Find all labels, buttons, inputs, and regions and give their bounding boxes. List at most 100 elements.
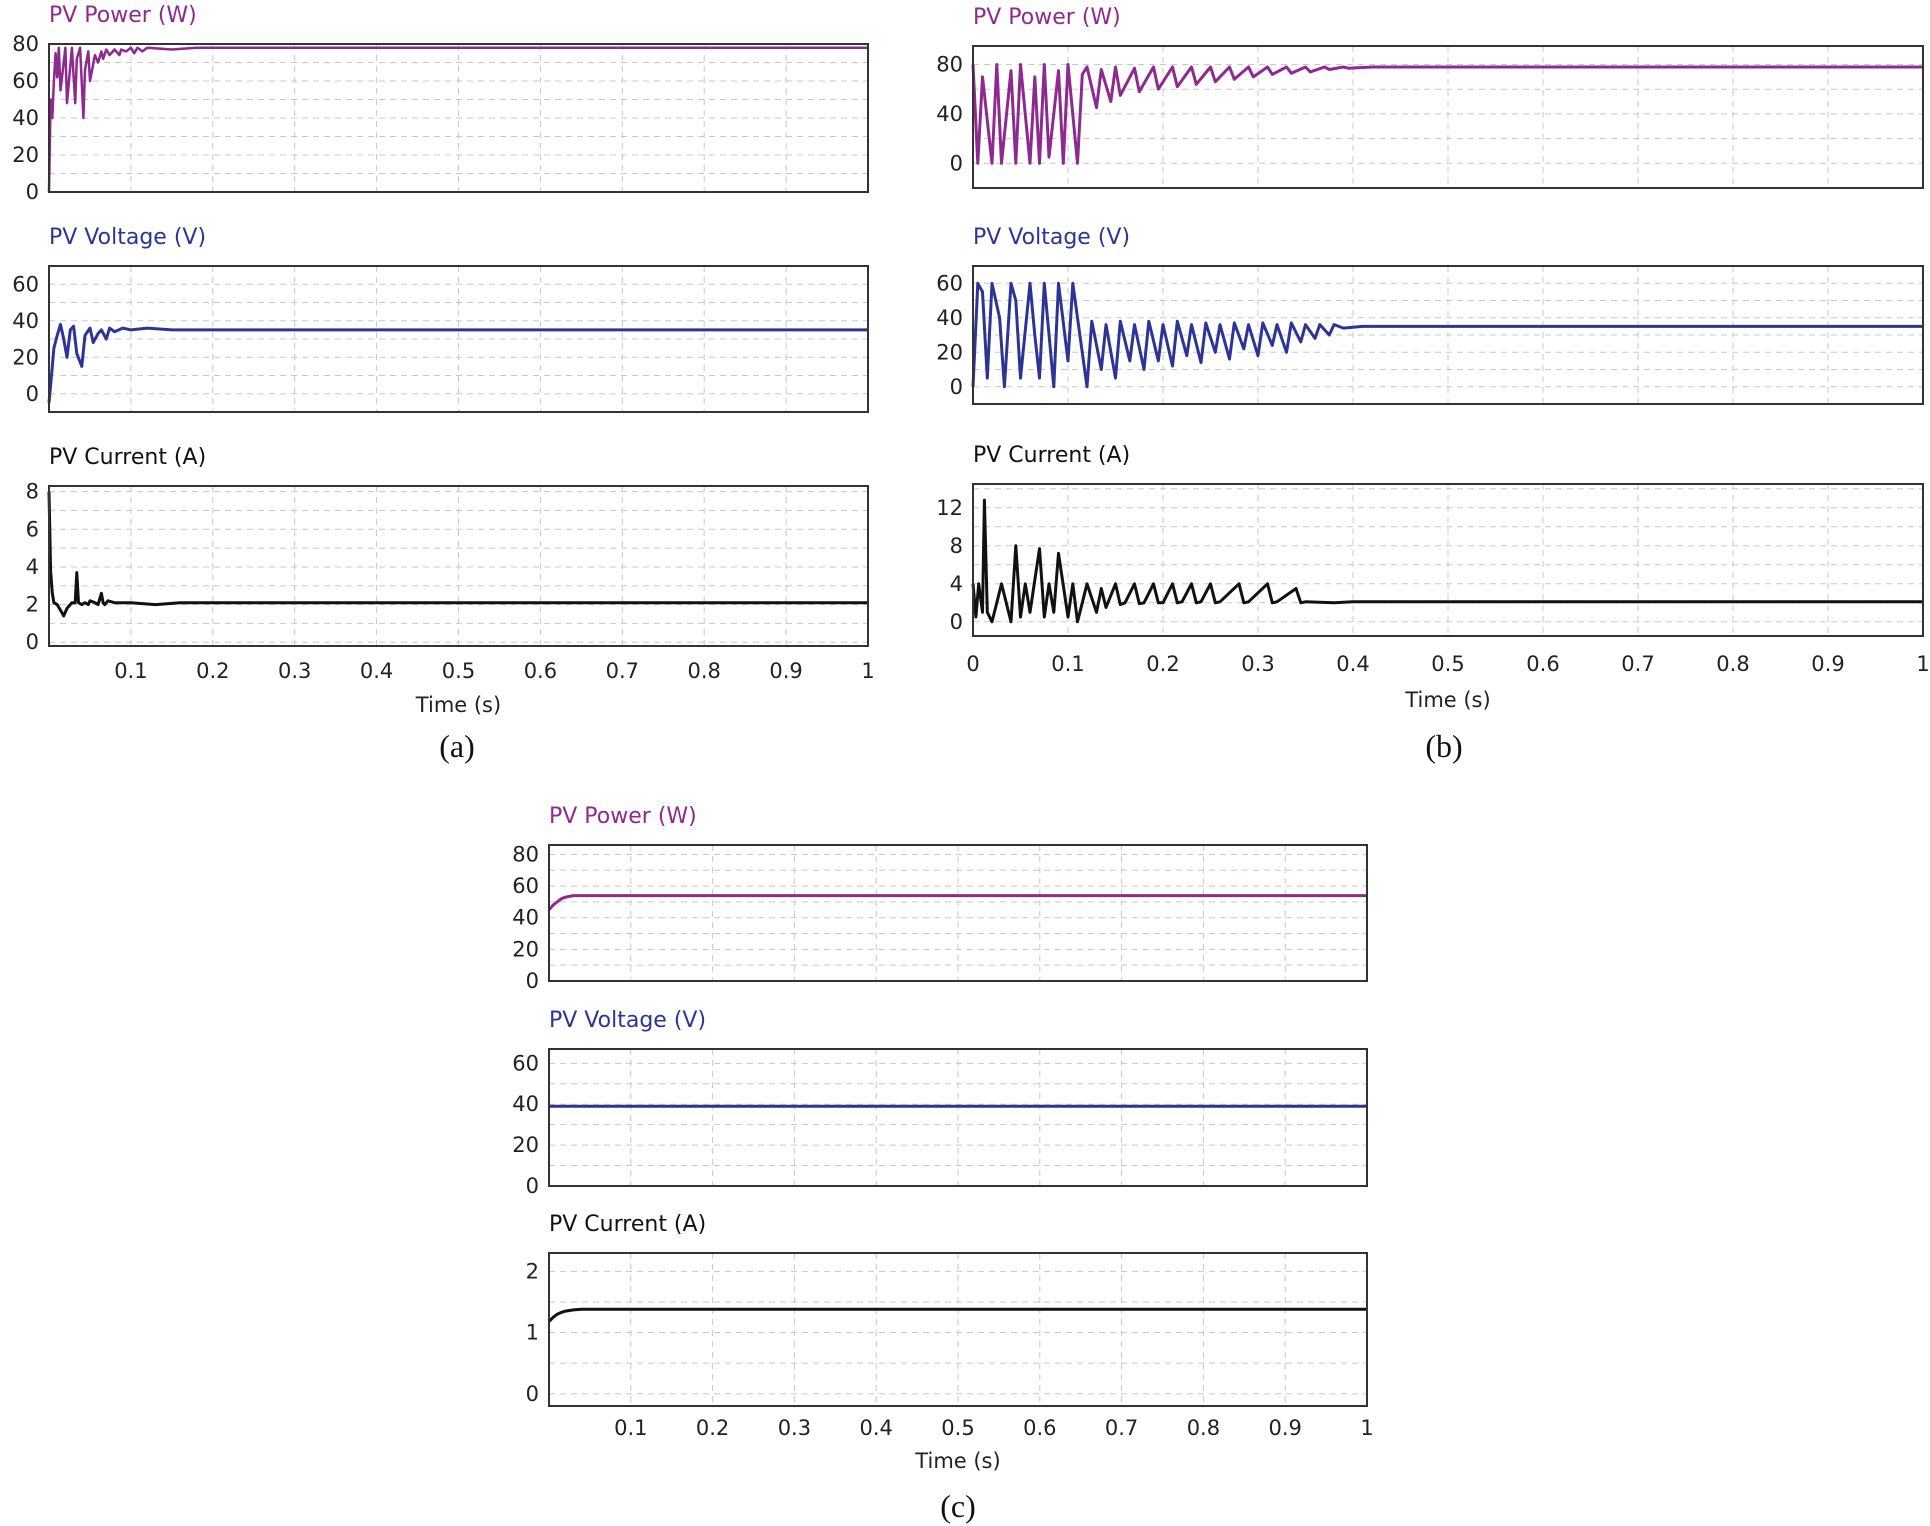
y-tick-label: 0 [26,180,39,204]
y-tick-label: 0 [26,382,39,406]
y-tick-label: 20 [936,340,963,364]
panel-b-1: PV Power (W) 0 40 80 [936,5,1924,189]
x-tick-label: 0.2 [1146,652,1179,676]
panel-title: PV Current (A) [49,445,206,470]
figure-caption: (a) [439,728,475,764]
y-tick-label: 12 [936,496,963,520]
x-tick-label: 0.7 [1105,1416,1138,1440]
y-tick-label: 1 [526,1321,539,1345]
series-line [547,1307,1367,1323]
y-tick-label: 0 [950,151,963,175]
panel-a-2: PV Voltage (V) 0 20 40 60 [12,225,869,413]
x-tick-label: 0.9 [1811,652,1844,676]
x-axis-label: Time (s) [914,1449,1000,1473]
y-tick-label: 80 [512,842,539,866]
panel-title: PV Power (W) [973,5,1121,30]
y-tick-label: 2 [526,1259,539,1283]
panel-a-1: PV Power (W) 0 20 40 60 80 [12,3,869,204]
y-tick-label: 80 [12,32,39,56]
x-tick-label: 0.3 [278,659,311,683]
y-tick-label: 6 [26,517,39,541]
plot-frame [972,45,1924,189]
y-tick-label: 0 [950,375,963,399]
y-tick-label: 40 [512,906,539,930]
x-tick-label: 0.1 [614,1416,647,1440]
y-tick-label: 40 [12,106,39,130]
x-tick-label: 0.2 [196,659,229,683]
x-tick-label: 0.8 [1716,652,1749,676]
panel-title: PV Current (A) [549,1212,706,1237]
x-tick-label: 0.7 [606,659,639,683]
panel-title: PV Current (A) [973,443,1130,468]
x-axis-label: Time (s) [1404,688,1490,712]
y-tick-label: 2 [26,593,39,617]
y-tick-label: 0 [526,1382,539,1406]
panel-title: PV Power (W) [49,3,197,28]
y-tick-label: 40 [936,102,963,126]
x-tick-label: 0.6 [524,659,557,683]
x-tick-label: 0 [966,652,979,676]
y-tick-label: 60 [936,271,963,295]
x-tick-label: 1 [1916,652,1929,676]
series-line [47,491,868,618]
x-tick-label: 0.4 [360,659,393,683]
y-tick-label: 40 [936,306,963,330]
y-tick-label: 60 [12,272,39,296]
y-tick-label: 20 [12,345,39,369]
x-tick-label: 0.3 [778,1416,811,1440]
panel-c-1: PV Power (W) 0 20 40 60 80 [512,804,1368,993]
panel-title: PV Voltage (V) [549,1008,706,1033]
y-tick-label: 20 [12,143,39,167]
x-tick-label: 0.5 [941,1416,974,1440]
series-line [47,46,868,193]
y-tick-label: 0 [950,610,963,634]
plot-frame [548,1252,1368,1407]
figure-c: PV Power (W) 0 20 40 60 80 PV Voltage (V) 0 20 40… [512,804,1373,1524]
x-tick-label: 1 [861,659,874,683]
panel-b-2: PV Voltage (V) 0 20 40 60 [936,225,1924,405]
panel-title: PV Voltage (V) [973,225,1130,250]
y-tick-label: 8 [950,534,963,558]
panel-c-3: PV Current (A) 0 1 2 [526,1212,1368,1407]
x-tick-label: 0.8 [1187,1416,1220,1440]
y-tick-label: 8 [26,480,39,504]
y-tick-label: 60 [12,69,39,93]
y-tick-label: 4 [950,572,963,596]
plot-frame [548,1048,1368,1187]
x-tick-label: 0.5 [1431,652,1464,676]
plot-frame [48,43,869,193]
x-tick-label: 0.8 [687,659,720,683]
plot-frame [548,844,1368,982]
figure-caption: (b) [1425,728,1462,764]
figure-caption: (c) [940,1488,976,1524]
series-line [971,281,1923,389]
y-tick-label: 80 [936,53,963,77]
x-tick-label: 0.6 [1526,652,1559,676]
panel-b-3: PV Current (A) 0 4 8 12 [936,443,1924,637]
y-tick-label: 0 [26,630,39,654]
x-tick-label: 0.6 [1023,1416,1056,1440]
x-tick-label: 0.3 [1241,652,1274,676]
x-tick-label: 0.4 [1336,652,1369,676]
x-tick-label: 0.7 [1621,652,1654,676]
plot-frame [48,265,869,413]
x-axis-label: Time (s) [415,693,501,717]
x-tick-label: 0.1 [114,659,147,683]
panel-c-2: PV Voltage (V) 0 20 40 60 [512,1008,1368,1198]
y-tick-label: 20 [512,937,539,961]
panel-title: PV Power (W) [549,804,697,829]
y-tick-label: 40 [512,1092,539,1116]
x-tick-label: 0.4 [859,1416,892,1440]
x-tick-label: 0.5 [442,659,475,683]
panel-title: PV Voltage (V) [49,225,206,250]
plot-frame [48,485,869,647]
x-tick-label: 0.2 [696,1416,729,1440]
y-tick-label: 20 [512,1133,539,1157]
x-tick-label: 1 [1360,1416,1373,1440]
y-tick-label: 0 [526,969,539,993]
plot-frame [972,265,1924,405]
y-tick-label: 60 [512,874,539,898]
